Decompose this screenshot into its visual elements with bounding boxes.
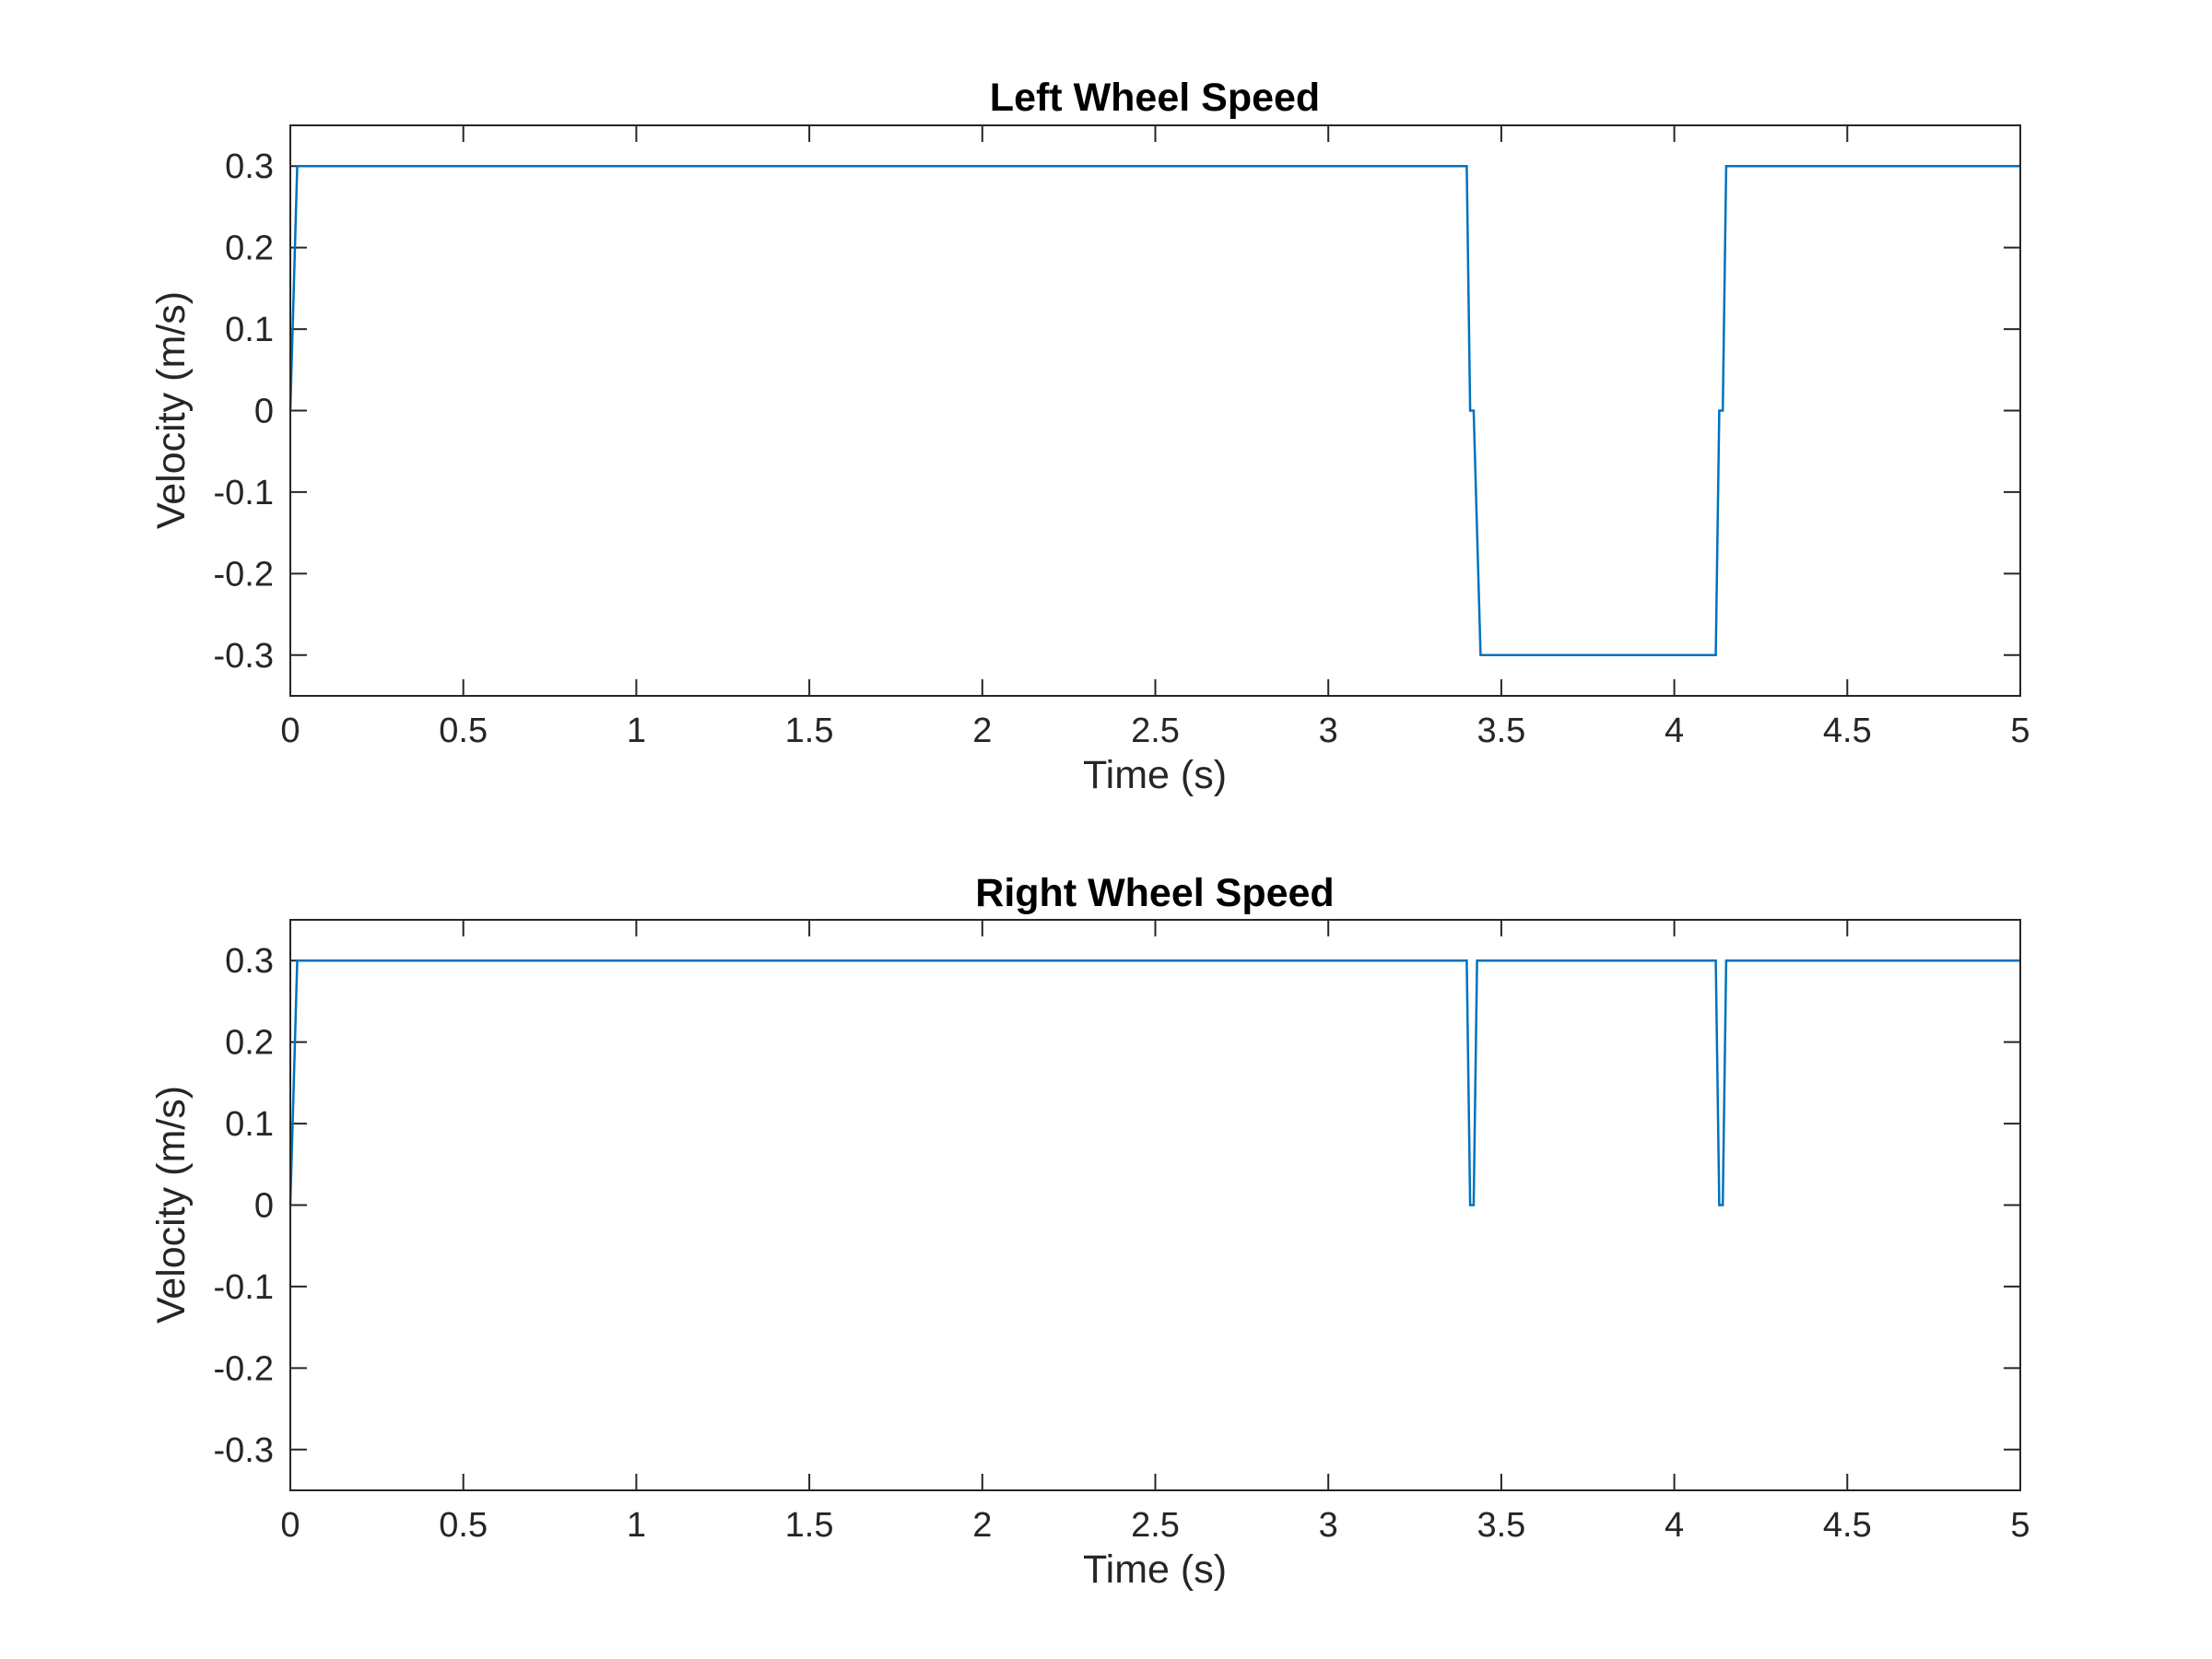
- chart-title: Right Wheel Speed: [975, 871, 1334, 915]
- y-tick-label: -0.2: [214, 555, 274, 594]
- x-tick-label: 2: [972, 712, 992, 750]
- x-tick-label: 1: [627, 1506, 646, 1545]
- y-tick-label: 0: [254, 1187, 274, 1226]
- x-tick-label: 4.5: [1823, 712, 1872, 750]
- x-tick-label: 3.5: [1477, 1506, 1525, 1545]
- x-tick-label: 1.5: [785, 712, 834, 750]
- x-tick-label: 0: [280, 712, 300, 750]
- series: [288, 959, 2020, 1206]
- x-tick-label: 0.5: [439, 712, 488, 750]
- x-tick-label: 3: [1319, 712, 1338, 750]
- y-tick-label: 0.3: [225, 942, 274, 981]
- x-tick-label: 4: [1665, 1506, 1684, 1545]
- y-tick-label: -0.1: [214, 474, 274, 512]
- y-tick-label: -0.3: [214, 637, 274, 676]
- x-axis-label: Time (s): [1083, 1547, 1227, 1592]
- y-tick-label: 0.2: [225, 1024, 274, 1063]
- x-tick-label: 3: [1319, 1506, 1338, 1545]
- y-tick-label: 0.1: [225, 311, 274, 349]
- y-axis-label: Velocity (m/s): [149, 291, 194, 529]
- x-tick-label: 5: [2010, 712, 2030, 750]
- x-tick-label: 1: [627, 712, 646, 750]
- y-tick-label: -0.2: [214, 1349, 274, 1388]
- x-tick-label: 4: [1665, 712, 1684, 750]
- tick-labels: 0 0.5 1 1.5 2 2.5 3 3.5 4 4.5 5 0.3 0.2 0.1 0 -0.1 -0.2 -…: [214, 147, 2030, 750]
- series: [288, 164, 2020, 657]
- y-tick-label: -0.1: [214, 1268, 274, 1307]
- x-tick-label: 3.5: [1477, 712, 1525, 750]
- y-tick-label: 0.1: [225, 1105, 274, 1144]
- x-tick-label: 0: [280, 1506, 300, 1545]
- y-tick-label: 0: [254, 393, 274, 431]
- axes-frame: [289, 919, 2021, 1491]
- chart-title: Left Wheel Speed: [990, 76, 1320, 120]
- x-tick-label: 1.5: [785, 1506, 834, 1545]
- y-tick-label: 0.2: [225, 229, 274, 268]
- x-tick-label: 4.5: [1823, 1506, 1872, 1545]
- x-tick-label: 5: [2010, 1506, 2030, 1545]
- x-tick-label: 2.5: [1131, 712, 1180, 750]
- y-axis-label: Velocity (m/s): [149, 1086, 194, 1324]
- x-tick-label: 2: [972, 1506, 992, 1545]
- x-tick-label: 0.5: [439, 1506, 488, 1545]
- subplot-right-wheel: Right Wheel Speed 0 0.5 1 1.5 2 2.5 3 3.5 4 4.5 50…: [149, 871, 2030, 1592]
- series-line: [288, 164, 2020, 657]
- axes-frame: [289, 124, 2021, 697]
- y-tick-label: 0.3: [225, 147, 274, 186]
- x-tick-label: 2.5: [1131, 1506, 1180, 1545]
- tick-labels: 0 0.5 1 1.5 2 2.5 3 3.5 4 4.5 5 0.3 0.2 0.1 0 -0.1 -0.2 -…: [214, 942, 2030, 1545]
- series-line: [288, 959, 2020, 1206]
- x-axis-label: Time (s): [1083, 753, 1227, 797]
- y-tick-label: -0.3: [214, 1431, 274, 1470]
